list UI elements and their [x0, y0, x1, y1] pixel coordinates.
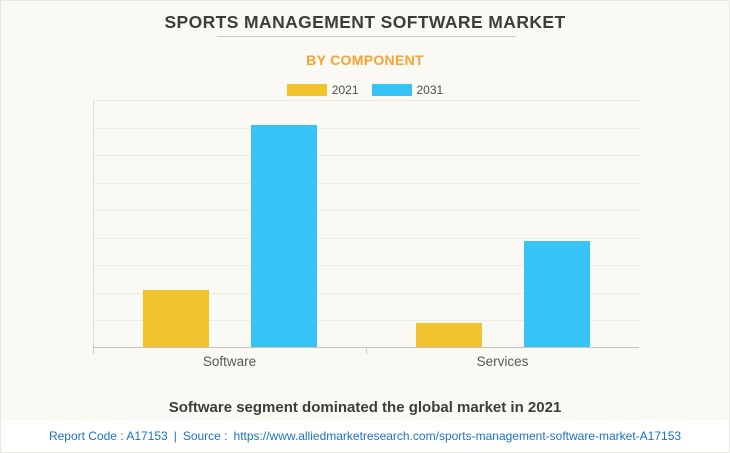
footnote: Software segment dominated the global ma… — [168, 399, 562, 416]
gridline — [93, 320, 639, 322]
axis-tick-middle — [366, 348, 367, 354]
bar-services-2031 — [523, 240, 590, 348]
x-axis-labels: Software Services — [93, 354, 639, 369]
legend-swatch-2031 — [371, 84, 412, 96]
chart-title: SPORTS MANAGEMENT SOFTWARE MARKET — [164, 12, 566, 32]
x-axis-line — [93, 347, 639, 348]
bar-group-software — [93, 100, 366, 348]
gridline — [93, 127, 639, 129]
category-label-services: Services — [476, 354, 529, 369]
footer-separator: | — [173, 429, 177, 443]
title-divider — [217, 36, 516, 37]
legend-swatch-2021 — [286, 84, 327, 96]
axis-tick-left — [93, 348, 94, 354]
legend-label-2021: 2021 — [331, 83, 359, 97]
bar-group-services — [366, 100, 639, 348]
gridline — [93, 292, 639, 294]
source-label: Source : — [182, 429, 228, 443]
gridline — [93, 237, 639, 239]
y-axis-line — [93, 100, 94, 348]
category-label-software: Software — [202, 354, 257, 369]
gridline — [93, 155, 639, 157]
legend-label-2031: 2031 — [416, 83, 444, 97]
gridline — [93, 265, 639, 267]
footer-bar: Report Code : A17153 | Source : https://… — [1, 420, 729, 452]
report-code: Report Code : A17153 — [48, 429, 168, 443]
source-url-link[interactable]: https://www.alliedmarketresearch.com/spo… — [233, 429, 682, 443]
legend-item-2021[interactable]: 2021 — [286, 83, 359, 97]
chart-subtitle: BY COMPONENT — [306, 52, 424, 68]
gridline — [93, 210, 639, 212]
bar-services-2021 — [415, 323, 482, 348]
bar-software-2021 — [142, 290, 209, 348]
gridline — [93, 100, 639, 101]
legend-item-2031[interactable]: 2031 — [371, 83, 444, 97]
gridline — [93, 182, 639, 184]
bar-software-2031 — [250, 124, 317, 348]
legend: 2021 2031 — [1, 84, 729, 96]
bar-groups — [93, 100, 639, 348]
chart-plot — [93, 100, 639, 354]
